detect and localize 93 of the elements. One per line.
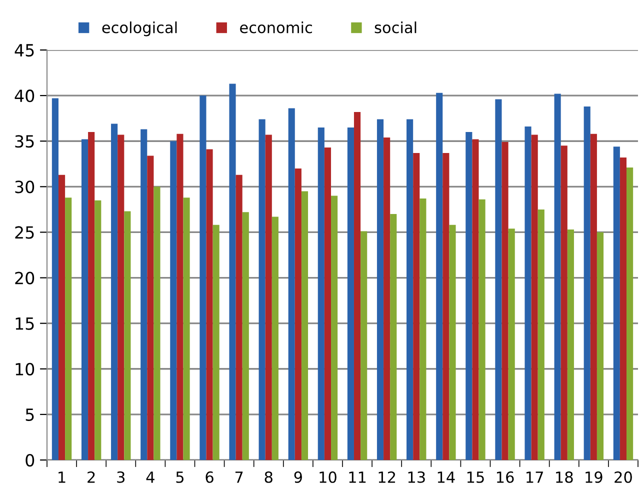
x-tick-label: 11 [349,472,366,483]
bar [88,132,95,460]
bar [596,232,604,460]
bar [620,158,627,460]
bar [613,146,620,460]
bar [294,168,302,460]
x-tick-label: 8 [264,471,272,483]
bar [524,126,532,460]
bar [449,224,456,460]
bar [442,152,450,460]
bar [590,134,597,460]
bar [354,112,361,460]
bar [318,127,324,460]
legend-label: ecological [102,21,177,36]
y-tick-label: 35 [15,135,34,148]
bar [347,127,354,460]
legend-label: economic [240,21,312,34]
y-tick-label: 15 [16,318,34,330]
bar [626,168,634,460]
bar [478,199,486,460]
x-tick-label: 7 [235,472,243,483]
y-tick-label: 25 [15,226,34,239]
y-tick-label: 5 [26,408,34,422]
y-tick-label: 0 [26,454,34,467]
bar [567,229,574,460]
bar [331,196,338,460]
x-tick-label: 4 [146,472,154,483]
bar [390,214,397,460]
bar [495,99,502,460]
x-tick-label: 15 [467,472,484,483]
bar [301,191,308,460]
x-tick-label: 1 [58,472,66,483]
bar [176,134,184,460]
y-tick-label: 10 [16,362,34,376]
bar [376,119,384,460]
x-tick-label: 3 [117,471,125,483]
bar [154,186,160,460]
bar [258,119,266,460]
bar [472,139,479,460]
bar [508,228,515,460]
bar [65,198,72,460]
bar [554,94,561,460]
bar [111,124,118,460]
x-tick-label: 10 [320,471,336,483]
bar [170,141,177,460]
bar [81,139,88,460]
x-tick-label: 2 [88,471,95,483]
bar [242,212,249,460]
x-tick-label: 6 [206,471,214,483]
bar [406,119,414,460]
bar [147,156,154,460]
bar [413,152,420,460]
bar [140,129,148,460]
x-tick-label: 5 [176,472,184,483]
x-tick-label: 20 [614,471,632,483]
bar [265,134,272,460]
legend-label: social [374,21,416,34]
x-tick-label: 9 [294,471,302,483]
bar [560,146,568,460]
bar [183,198,190,460]
bar [360,231,368,460]
bar [124,211,131,460]
bar [466,132,472,460]
x-tick-label: 12 [378,471,396,483]
bar [229,84,236,460]
x-tick-label: 16 [496,471,514,483]
y-tick-label: 40 [14,90,34,102]
bar [288,108,295,460]
y-tick-label: 30 [15,180,34,194]
bar [502,142,508,460]
bar [236,174,242,460]
x-tick-label: 17 [526,472,543,483]
x-tick-label: 14 [438,472,455,483]
y-tick-label: 20 [15,272,34,284]
bar [52,98,58,460]
bar [531,134,538,460]
bar [272,216,278,460]
x-tick-label: 13 [408,471,425,483]
bar [538,209,544,460]
bar [206,149,213,460]
bar [58,174,66,460]
bar [94,200,102,460]
bar [118,134,124,460]
y-tick-label: 45 [14,44,34,57]
bar [212,224,220,460]
bar [324,147,332,460]
bar [584,106,590,460]
x-tick-label: 18 [556,471,573,483]
x-tick-label: 19 [586,471,602,483]
bar [436,92,443,460]
bar [384,137,390,460]
bar [200,96,206,460]
bar [420,198,426,460]
